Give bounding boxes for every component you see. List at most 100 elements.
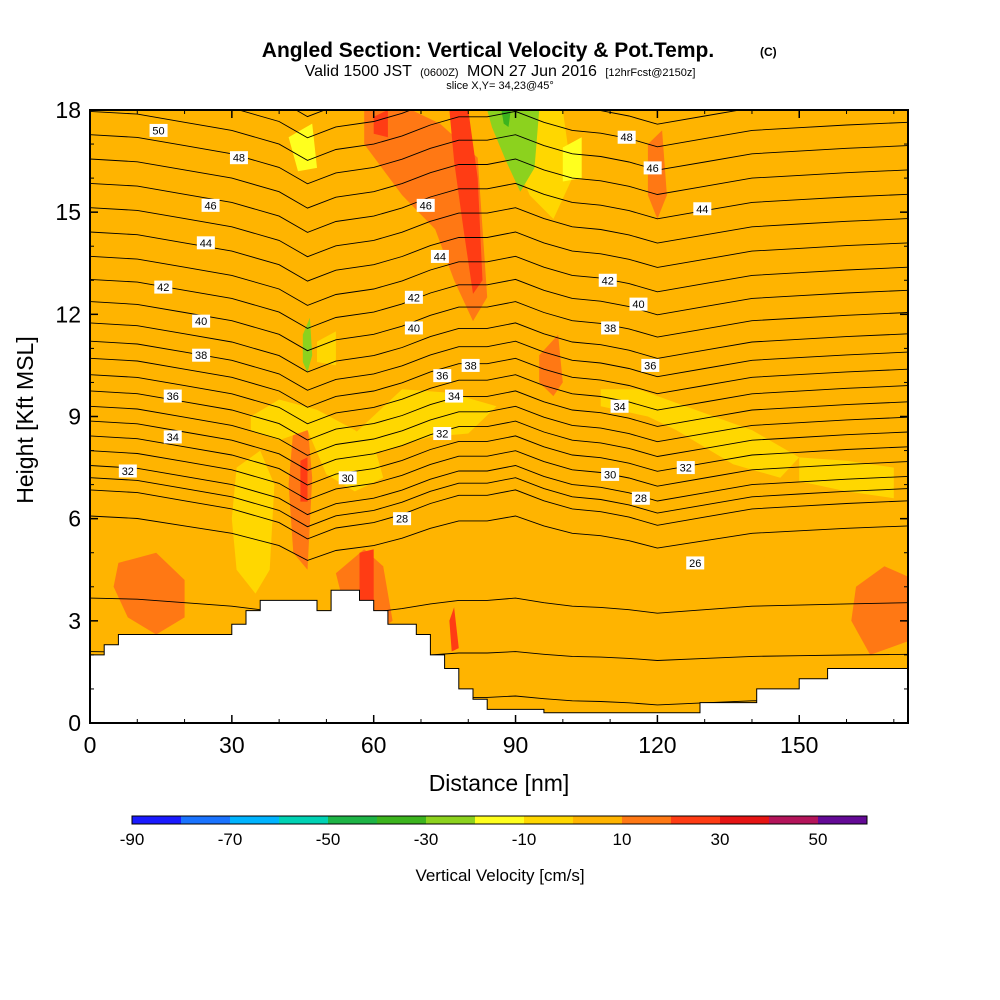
contour-label: 40 — [632, 299, 644, 311]
chart-title-unit: (C) — [760, 45, 777, 59]
velocity-region — [113, 552, 185, 635]
x-tick-label: 30 — [219, 732, 245, 758]
velocity-region — [562, 137, 582, 182]
contour-label-bg — [629, 297, 648, 311]
velocity-region — [799, 457, 894, 499]
velocity-region — [487, 110, 540, 192]
isentrope-line — [90, 420, 908, 471]
contour-label: 28 — [396, 514, 408, 526]
contour-label: 32 — [122, 466, 134, 478]
contour-label-bg — [201, 198, 220, 212]
terrain-mask — [90, 589, 908, 723]
isentrope-line — [90, 405, 908, 456]
contour-label-bg — [393, 512, 412, 526]
contour-label-bg — [676, 461, 695, 475]
isentrope-line — [90, 390, 908, 441]
contour-label-bg — [154, 280, 173, 294]
colorbar-tick-label: -30 — [414, 830, 439, 849]
colorbar-swatch — [769, 816, 819, 824]
colorbar-swatch — [181, 816, 231, 824]
contour-label-bg — [601, 321, 620, 335]
contour-label-bg — [338, 471, 357, 485]
velocity-region — [421, 522, 478, 679]
isentrope-line — [90, 435, 908, 486]
contour-label: 30 — [342, 473, 354, 485]
contour-label: 46 — [420, 200, 432, 212]
velocity-region — [373, 110, 388, 138]
contour-label-bg — [416, 198, 435, 212]
contour-label: 44 — [434, 251, 446, 263]
y-tick-label: 9 — [68, 404, 81, 430]
y-tick-label: 0 — [68, 710, 81, 736]
velocity-region — [300, 457, 308, 502]
contour-label: 42 — [157, 282, 169, 294]
contour-label: 42 — [408, 292, 420, 304]
colorbar-tick-label: 50 — [809, 830, 828, 849]
contour-label: 46 — [647, 163, 659, 175]
colorbar-swatch — [377, 816, 427, 824]
velocity-region — [250, 399, 384, 492]
contour-label: 36 — [167, 391, 179, 403]
contour-label-bg — [118, 464, 137, 478]
contour-label-bg — [641, 358, 660, 372]
subtitle-date: MON 27 Jun 2016 — [467, 63, 597, 80]
subtitle-forecast: [12hrFcst@2150z] — [605, 67, 695, 79]
velocity-region — [491, 219, 554, 383]
colorbar-swatch — [524, 816, 574, 824]
contour-label-bg — [461, 358, 480, 372]
contour-label-bg — [404, 290, 423, 304]
contour-label-bg — [433, 369, 452, 383]
y-tick-label: 12 — [55, 301, 81, 327]
velocity-region — [359, 549, 374, 604]
plot-area: 5048464442403836343230284644424038363432… — [90, 110, 908, 723]
contour-label: 38 — [604, 323, 616, 335]
colorbar-tick-label: 30 — [711, 830, 730, 849]
isentrope-line — [90, 134, 908, 185]
y-axis: 0 36 9 12 15 18 — [55, 97, 908, 736]
colorbar-swatch — [230, 816, 280, 824]
contour-label: 42 — [602, 275, 614, 287]
y-tick-label: 3 — [68, 608, 81, 634]
contour-label-bg — [149, 123, 168, 137]
colorbar-tick-label: -10 — [512, 830, 537, 849]
velocity-region — [818, 113, 861, 366]
velocity-region — [525, 607, 563, 710]
isentrope-line — [90, 231, 908, 282]
contour-label-bg — [404, 321, 423, 335]
contour-label: 36 — [644, 360, 656, 372]
colorbar-swatch — [818, 816, 868, 824]
slice-label: slice X,Y= 34,23@45° — [446, 80, 554, 92]
colorbar-swatch — [720, 816, 770, 824]
contour-label: 40 — [195, 316, 207, 328]
contour-label-bg — [430, 249, 449, 263]
contour-label: 36 — [436, 371, 448, 383]
contour-label: 32 — [436, 429, 448, 441]
y-tick-label: 18 — [55, 97, 81, 123]
x-tick-label: 120 — [638, 732, 676, 758]
colorbar-label: Vertical Velocity [cm/s] — [415, 866, 584, 885]
isentrope-line — [90, 477, 908, 528]
subtitle-valid: Valid 1500 JST — [305, 63, 413, 80]
contour-label-bg — [433, 427, 452, 441]
velocity-region — [449, 607, 459, 652]
contour-label: 48 — [621, 132, 633, 144]
contour-label-bg — [601, 467, 620, 481]
colorbar-swatch — [426, 816, 476, 824]
isentrope-line — [90, 450, 908, 501]
x-axis: 0 30 60 90 120 150 — [84, 110, 895, 758]
velocity-region — [501, 110, 511, 127]
colorbar-swatch — [573, 816, 623, 824]
contour-label-bg — [693, 202, 712, 216]
isentrope-line — [90, 207, 908, 258]
y-tick-label: 15 — [55, 199, 81, 225]
colorbar-swatch — [279, 816, 329, 824]
x-tick-label: 60 — [361, 732, 387, 758]
contour-label: 34 — [613, 401, 625, 413]
velocity-region — [449, 110, 483, 294]
contour-label: 48 — [233, 153, 245, 165]
contour-label-bg — [643, 161, 662, 175]
y-axis-label: Height [Kft MSL] — [12, 336, 38, 503]
isentrope-line — [90, 340, 908, 391]
velocity-region — [851, 566, 908, 655]
velocity-region — [203, 205, 232, 400]
